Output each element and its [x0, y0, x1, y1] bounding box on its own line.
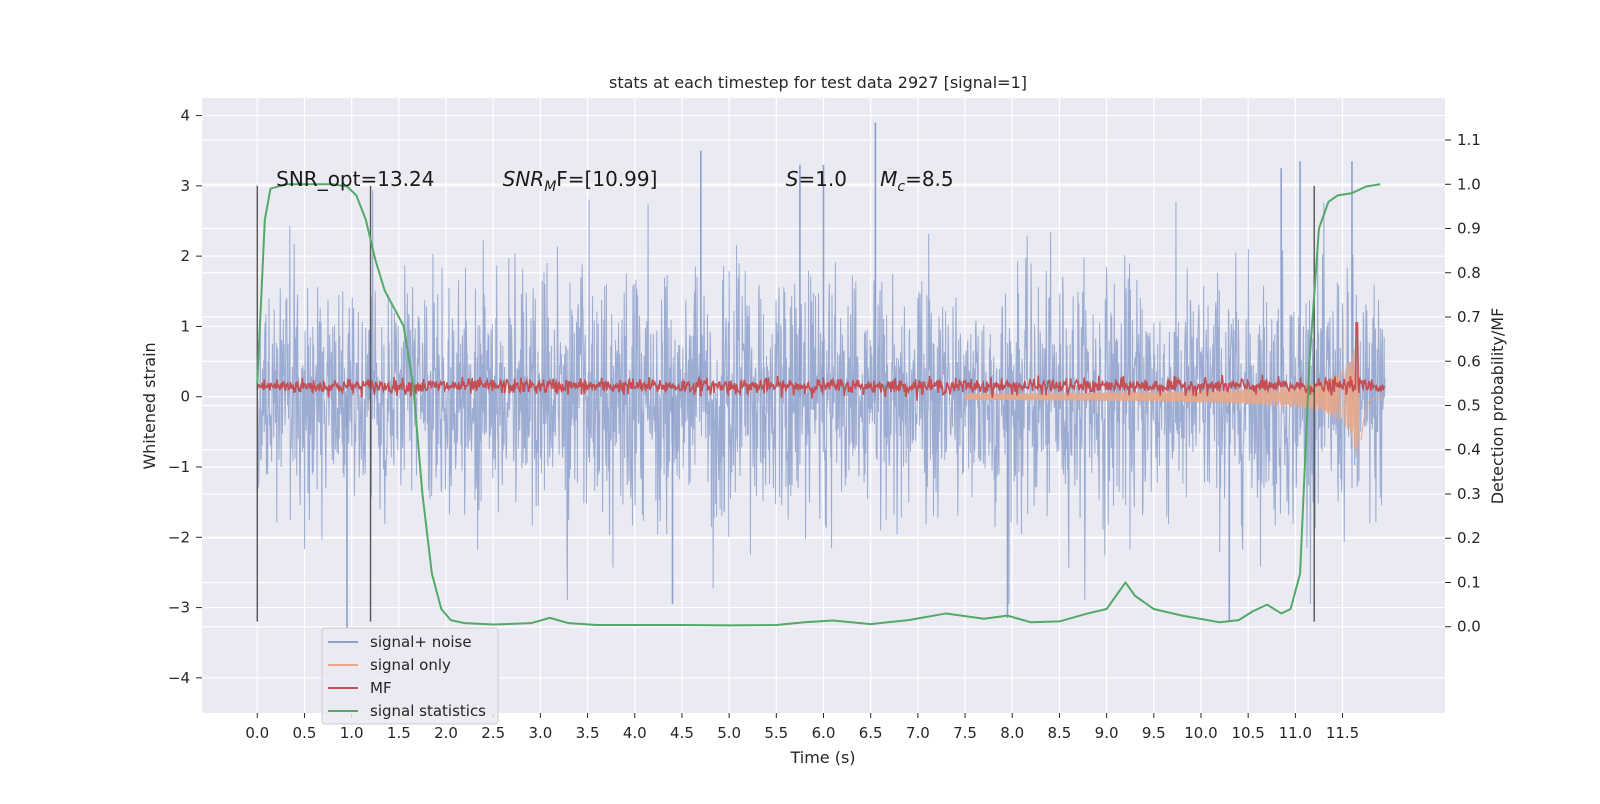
x-tick-label-14: 7.0 [906, 724, 930, 742]
x-tick-label-21: 10.5 [1231, 724, 1264, 742]
y-right-axis-label: Detection probability/MF [1488, 308, 1507, 505]
x-tick-label-6: 3.0 [528, 724, 552, 742]
x-tick-label-0: 0.0 [245, 724, 269, 742]
legend: signal+ noise signal only MF signal statist… [321, 627, 499, 725]
y-right-tick-label-4: 0.4 [1457, 441, 1481, 459]
chart-title: stats at each timestep for test data 292… [609, 73, 1027, 92]
x-tick-label-15: 7.5 [953, 724, 977, 742]
x-tick-label-23: 11.5 [1326, 724, 1359, 742]
y-right-tick-label-11: 1.1 [1457, 131, 1481, 149]
noise-trace [256, 190, 1386, 605]
x-tick-label-9: 4.5 [670, 724, 694, 742]
x-axis-label: Time (s) [789, 748, 855, 767]
y-left-axis-ticks: −4 −3 −2 −1 0 1 2 3 4 [168, 107, 202, 687]
legend-label-3: signal statistics [370, 702, 486, 720]
y-right-tick-label-8: 0.8 [1457, 264, 1481, 282]
y-right-tick-label-2: 0.2 [1457, 529, 1481, 547]
series-signal-only [964, 328, 1385, 466]
y-right-tick-label-7: 0.7 [1457, 308, 1481, 326]
signal-statistics-line [256, 183, 1381, 627]
legend-label-1: signal only [370, 656, 451, 674]
x-tick-label-1: 0.5 [293, 724, 317, 742]
series-mf [256, 322, 1386, 401]
y-right-tick-label-3: 0.3 [1457, 485, 1481, 503]
annotations: SNR_opt=13.24 SNRMF=[10.99] S=1.0 Mc=8.5 [276, 167, 954, 195]
y-right-tick-label-5: 0.5 [1457, 397, 1481, 415]
y-left-axis-label: Whitened strain [140, 342, 159, 469]
y-right-tick-label-10: 1.0 [1457, 175, 1481, 193]
y-right-axis-ticks: 0.0 0.1 0.2 0.3 0.4 0.5 0.6 0.7 0.8 0.9 1.0 1.1 [1445, 131, 1481, 636]
x-tick-label-16: 8.0 [1000, 724, 1024, 742]
x-tick-label-22: 11.0 [1279, 724, 1312, 742]
annotation-0: SNR_opt=13.24 [276, 167, 434, 191]
y-left-tick-label-0: −4 [168, 669, 190, 687]
y-left-tick-label-5: 1 [180, 317, 190, 335]
x-tick-label-13: 6.5 [859, 724, 883, 742]
x-tick-label-3: 1.5 [387, 724, 411, 742]
x-tick-label-12: 6.0 [812, 724, 836, 742]
legend-label-2: MF [370, 679, 392, 697]
x-tick-label-19: 9.5 [1142, 724, 1166, 742]
y-left-tick-label-1: −3 [168, 599, 190, 617]
x-tick-label-5: 2.5 [481, 724, 505, 742]
y-left-tick-label-6: 2 [180, 247, 190, 265]
x-tick-label-11: 5.5 [764, 724, 788, 742]
y-left-tick-label-2: −2 [168, 528, 190, 546]
x-tick-label-7: 3.5 [576, 724, 600, 742]
y-right-tick-label-6: 0.6 [1457, 352, 1481, 370]
x-tick-label-4: 2.0 [434, 724, 458, 742]
legend-box [321, 627, 499, 725]
mf-trace [256, 322, 1386, 401]
y-left-tick-label-7: 3 [180, 177, 190, 195]
y-left-tick-label-3: −1 [168, 458, 190, 476]
y-left-tick-label-8: 4 [180, 107, 190, 125]
legend-label-0: signal+ noise [370, 633, 472, 651]
annotation-1: SNRMF=[10.99] [503, 167, 658, 195]
y-right-tick-label-1: 0.1 [1457, 573, 1481, 591]
x-tick-label-2: 1.0 [340, 724, 364, 742]
y-left-tick-label-4: 0 [180, 388, 190, 406]
y-right-tick-label-9: 0.9 [1457, 220, 1481, 238]
vertical-lines [256, 185, 1315, 622]
y-right-tick-label-0: 0.0 [1457, 618, 1481, 636]
x-tick-label-20: 10.0 [1184, 724, 1217, 742]
x-tick-label-8: 4.0 [623, 724, 647, 742]
series-signal-plus-noise [256, 122, 1386, 629]
x-tick-label-10: 5.0 [717, 724, 741, 742]
annotation-3: Mc=8.5 [880, 167, 954, 195]
series-signal-statistics [256, 183, 1381, 627]
x-axis-ticks: 0.0 0.5 1.0 1.5 2.0 2.5 3.0 3.5 4.0 4.5 5.0 5.5 6.0 6… [245, 713, 1359, 742]
annotation-2: S=1.0 [786, 167, 847, 191]
x-tick-label-18: 9.0 [1095, 724, 1119, 742]
x-tick-label-17: 8.5 [1047, 724, 1071, 742]
signal-only-trace [964, 328, 1385, 466]
